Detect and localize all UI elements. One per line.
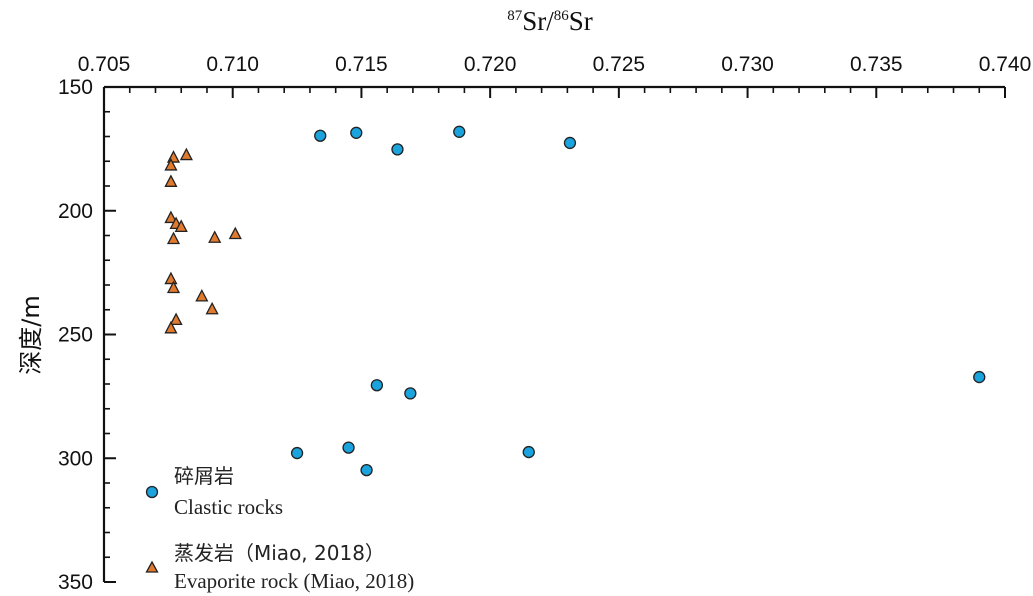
x-tick-label: 0.740 bbox=[979, 53, 1032, 76]
y-axis-title: 深度/m bbox=[17, 295, 45, 374]
legend-label-clastic-en: Clastic rocks bbox=[174, 495, 283, 519]
y-tick-label: 250 bbox=[58, 324, 93, 347]
point-clastic bbox=[314, 129, 327, 142]
point-evaporite bbox=[166, 150, 181, 163]
x-axis-title-base1: Sr/ bbox=[522, 6, 554, 36]
y-tick-label: 150 bbox=[58, 76, 93, 99]
point-evaporite bbox=[205, 301, 219, 315]
legend-marker-clastic bbox=[145, 485, 159, 499]
point-clastic bbox=[404, 387, 417, 400]
point-evaporite bbox=[169, 312, 183, 326]
point-clastic bbox=[391, 143, 404, 156]
y-ticks: 150 200 250 300 350 bbox=[58, 76, 116, 594]
x-axis-title-base2: Sr bbox=[569, 6, 593, 36]
point-clastic bbox=[563, 136, 577, 150]
x-tick-label: 0.710 bbox=[206, 53, 259, 76]
point-evaporite bbox=[164, 271, 178, 285]
point-evaporite bbox=[164, 158, 178, 171]
point-evaporite bbox=[179, 147, 193, 161]
x-tick-label: 0.715 bbox=[335, 53, 388, 76]
x-tick-label: 0.725 bbox=[593, 53, 646, 76]
legend-label-clastic-cn: 碎屑岩 bbox=[174, 464, 234, 488]
point-evaporite bbox=[164, 320, 178, 334]
point-clastic bbox=[350, 126, 363, 139]
x-axis-title-sup2: 86 bbox=[554, 8, 570, 24]
legend-marker-evaporite bbox=[145, 560, 159, 573]
point-evaporite bbox=[228, 226, 242, 240]
legend: 碎屑岩 Clastic rocks 蒸发岩（Miao, 2018） Evapor… bbox=[145, 464, 414, 593]
legend-label-evaporite-en: Evaporite rock (Miao, 2018) bbox=[174, 569, 414, 593]
point-clastic bbox=[290, 446, 304, 460]
x-tick-label: 0.730 bbox=[721, 53, 774, 76]
point-evaporite bbox=[164, 210, 178, 224]
y-tick-label: 350 bbox=[58, 571, 93, 594]
point-clastic bbox=[973, 370, 986, 384]
point-evaporite bbox=[174, 219, 188, 232]
x-axis-title: 87Sr/86Sr bbox=[507, 6, 593, 36]
point-evaporite bbox=[166, 231, 181, 245]
x-tick-label: 0.705 bbox=[78, 53, 131, 76]
point-evaporite bbox=[208, 230, 222, 243]
point-clastic bbox=[370, 379, 384, 392]
point-clastic bbox=[342, 441, 355, 454]
y-tick-label: 300 bbox=[58, 447, 93, 470]
x-axis-title-sup1: 87 bbox=[507, 8, 523, 24]
point-clastic bbox=[522, 445, 535, 459]
point-evaporite bbox=[195, 288, 209, 302]
point-evaporite bbox=[164, 174, 178, 187]
data-points bbox=[164, 125, 986, 477]
y-tick-label: 200 bbox=[58, 200, 93, 223]
x-tick-label: 0.720 bbox=[464, 53, 517, 76]
legend-label-evaporite-cn: 蒸发岩（Miao, 2018） bbox=[174, 541, 385, 565]
point-clastic bbox=[360, 463, 373, 477]
point-evaporite bbox=[166, 280, 181, 294]
point-clastic bbox=[453, 125, 466, 138]
x-ticks: 0.705 0.710 0.715 0.720 0.725 0.730 0.735 0.740 bbox=[78, 53, 1032, 98]
x-tick-label: 0.735 bbox=[850, 53, 903, 76]
